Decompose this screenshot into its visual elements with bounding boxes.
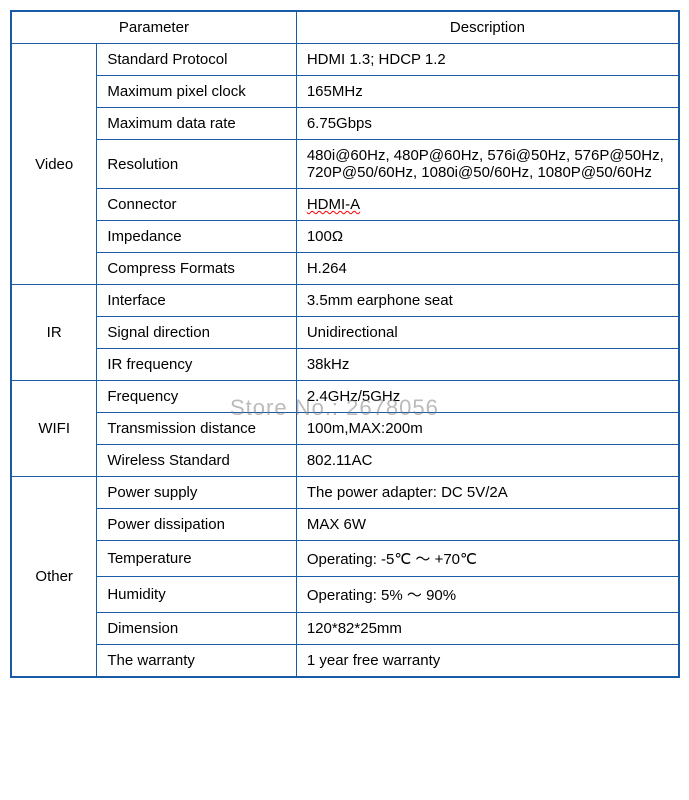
desc-cell: 38kHz xyxy=(296,349,679,381)
param-cell: Power dissipation xyxy=(97,509,297,541)
desc-cell: H.264 xyxy=(296,253,679,285)
param-cell: Connector xyxy=(97,189,297,221)
table-row: Signal directionUnidirectional xyxy=(11,317,679,349)
table-row: Dimension120*82*25mm xyxy=(11,613,679,645)
desc-cell: 3.5mm earphone seat xyxy=(296,285,679,317)
param-cell: Maximum data rate xyxy=(97,108,297,140)
table-row: Power dissipationMAX 6W xyxy=(11,509,679,541)
category-cell: Other xyxy=(11,477,97,678)
category-cell: WIFI xyxy=(11,381,97,477)
table-row: OtherPower supplyThe power adapter: DC 5… xyxy=(11,477,679,509)
table-row: Wireless Standard802.11AC xyxy=(11,445,679,477)
param-cell: Maximum pixel clock xyxy=(97,76,297,108)
param-cell: Power supply xyxy=(97,477,297,509)
table-row: IR frequency38kHz xyxy=(11,349,679,381)
table-row: Resolution480i@60Hz, 480P@60Hz, 576i@50H… xyxy=(11,140,679,189)
table-row: Compress FormatsH.264 xyxy=(11,253,679,285)
desc-cell: 100Ω xyxy=(296,221,679,253)
table-row: ConnectorHDMI-A xyxy=(11,189,679,221)
param-cell: Frequency xyxy=(97,381,297,413)
header-row: Parameter Description xyxy=(11,11,679,44)
param-cell: Wireless Standard xyxy=(97,445,297,477)
table-row: HumidityOperating: 5% ～ 90% xyxy=(11,577,679,613)
table-row: TemperatureOperating: -5℃ ～ +70℃ xyxy=(11,541,679,577)
table-row: WIFIFrequency2.4GHz/5GHz xyxy=(11,381,679,413)
desc-cell: 1 year free warranty xyxy=(296,645,679,678)
header-parameter: Parameter xyxy=(11,11,296,44)
param-cell: Standard Protocol xyxy=(97,44,297,76)
table-row: Maximum pixel clock165MHz xyxy=(11,76,679,108)
desc-cell: 165MHz xyxy=(296,76,679,108)
category-cell: Video xyxy=(11,44,97,285)
desc-cell: 2.4GHz/5GHz xyxy=(296,381,679,413)
desc-cell: 120*82*25mm xyxy=(296,613,679,645)
param-cell: Humidity xyxy=(97,577,297,613)
table-row: VideoStandard ProtocolHDMI 1.3; HDCP 1.2 xyxy=(11,44,679,76)
desc-cell: Operating: 5% ～ 90% xyxy=(296,577,679,613)
param-cell: Dimension xyxy=(97,613,297,645)
desc-cell: HDMI-A xyxy=(296,189,679,221)
desc-cell: 480i@60Hz, 480P@60Hz, 576i@50Hz, 576P@50… xyxy=(296,140,679,189)
param-cell: The warranty xyxy=(97,645,297,678)
param-cell: Impedance xyxy=(97,221,297,253)
spec-table: Parameter Description VideoStandard Prot… xyxy=(10,10,680,678)
desc-cell: The power adapter: DC 5V/2A xyxy=(296,477,679,509)
table-row: Impedance100Ω xyxy=(11,221,679,253)
param-cell: Interface xyxy=(97,285,297,317)
desc-cell: HDMI 1.3; HDCP 1.2 xyxy=(296,44,679,76)
desc-cell: MAX 6W xyxy=(296,509,679,541)
desc-cell: 100m,MAX:200m xyxy=(296,413,679,445)
desc-cell: 6.75Gbps xyxy=(296,108,679,140)
desc-cell: Unidirectional xyxy=(296,317,679,349)
desc-cell: Operating: -5℃ ～ +70℃ xyxy=(296,541,679,577)
desc-cell: 802.11AC xyxy=(296,445,679,477)
param-cell: Compress Formats xyxy=(97,253,297,285)
param-cell: Signal direction xyxy=(97,317,297,349)
param-cell: IR frequency xyxy=(97,349,297,381)
param-cell: Temperature xyxy=(97,541,297,577)
header-description: Description xyxy=(296,11,679,44)
table-row: The warranty1 year free warranty xyxy=(11,645,679,678)
param-cell: Resolution xyxy=(97,140,297,189)
category-cell: IR xyxy=(11,285,97,381)
param-cell: Transmission distance xyxy=(97,413,297,445)
table-row: IRInterface3.5mm earphone seat xyxy=(11,285,679,317)
table-row: Maximum data rate6.75Gbps xyxy=(11,108,679,140)
table-row: Transmission distance100m,MAX:200m xyxy=(11,413,679,445)
